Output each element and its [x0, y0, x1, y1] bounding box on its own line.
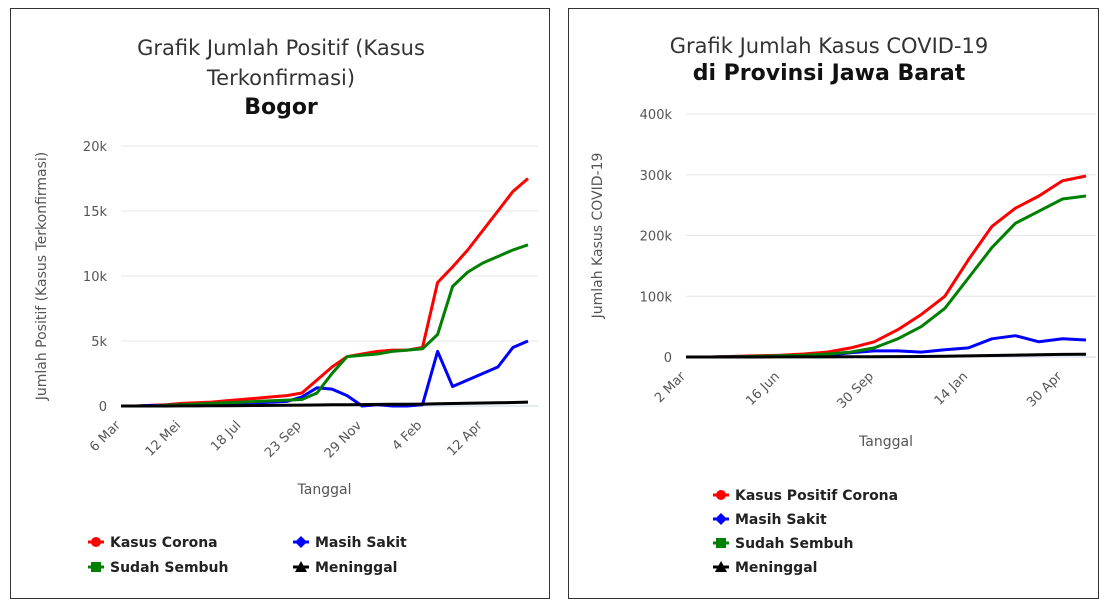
- x-tick-label: 30 Apr: [1024, 369, 1066, 411]
- y-tick-label: 400k: [640, 108, 673, 123]
- series-line: [686, 352, 1087, 359]
- x-axis-label: Tanggal: [297, 482, 352, 498]
- x-tick-label: 14 Jan: [932, 369, 971, 408]
- legend-label: Kasus Positif Corona: [735, 488, 898, 504]
- x-tick-label: 2 Mar: [652, 369, 689, 406]
- legend-marker: [716, 490, 726, 500]
- legend-marker: [295, 536, 307, 548]
- y-tick-label: 10k: [83, 270, 108, 285]
- legend-label: Kasus Corona: [110, 535, 218, 551]
- chart: 0 100k 200k 300k 400k 2 Mar 16 Jun 30 Sep 14 Jan…: [590, 108, 1096, 576]
- y-tick-label: 300k: [640, 169, 673, 184]
- chart-subtitle: Bogor: [244, 95, 318, 120]
- x-tick-label: 23 Sep: [262, 418, 305, 461]
- y-tick-label: 0: [99, 400, 107, 415]
- x-tick-label: 6 Mar: [87, 418, 124, 455]
- series-line: [121, 177, 529, 408]
- legend-label: Masih Sakit: [315, 535, 407, 551]
- legend-marker: [716, 538, 726, 548]
- y-tick-label: 100k: [640, 290, 673, 305]
- legend-label: Sudah Sembuh: [110, 560, 228, 576]
- x-axis-label: Tanggal: [858, 434, 913, 450]
- legend-marker: [295, 561, 307, 572]
- legend-marker: [715, 561, 727, 572]
- y-tick-label: 20k: [83, 140, 108, 155]
- x-tick-label: 30 Sep: [835, 369, 878, 412]
- y-tick-label: 15k: [83, 205, 108, 220]
- chart-title: Grafik Jumlah Kasus COVID-19: [669, 34, 989, 58]
- y-axis-label: Jumlah Kasus COVID-19: [590, 153, 606, 320]
- legend-marker: [91, 537, 101, 547]
- legend-label: Sudah Sembuh: [735, 536, 853, 552]
- series-line: [686, 194, 1087, 359]
- series-line: [121, 400, 529, 408]
- y-tick-label: 200k: [640, 230, 673, 245]
- y-tick-label: 0: [664, 351, 672, 366]
- chart: 0 5k 10k 15k 20k 6 Mar 12 Mei 18 Jul 23 Sep 29 No…: [34, 140, 538, 576]
- x-tick-label: 12 Mei: [143, 418, 184, 459]
- chart-panel: Grafik Jumlah Positif (Kasus Terkonfirma…: [10, 8, 550, 599]
- legend-marker: [715, 513, 727, 525]
- legend-label: Masih Sakit: [735, 512, 827, 528]
- series-line: [686, 174, 1087, 359]
- chart-title: Grafik Jumlah Positif (Kasus Terkonfirma…: [137, 36, 425, 90]
- x-tick-label: 16 Jun: [743, 369, 783, 409]
- chart-panel: Grafik Jumlah Kasus COVID-19 di Provinsi…: [568, 8, 1099, 599]
- legend-label: Meninggal: [315, 560, 397, 576]
- y-axis-label: Jumlah Positif (Kasus Terkonfirmasi): [34, 152, 50, 402]
- x-tick-label: 12 Apr: [444, 418, 486, 460]
- x-tick-label: 29 Nov: [322, 418, 365, 461]
- legend-marker: [91, 562, 101, 572]
- x-tick-label: 4 Feb: [390, 418, 426, 454]
- chart-subtitle: di Provinsi Jawa Barat: [692, 61, 966, 86]
- y-tick-label: 5k: [91, 335, 107, 350]
- x-tick-label: 18 Jul: [208, 418, 244, 454]
- series-line: [121, 243, 529, 408]
- legend-label: Meninggal: [735, 560, 817, 576]
